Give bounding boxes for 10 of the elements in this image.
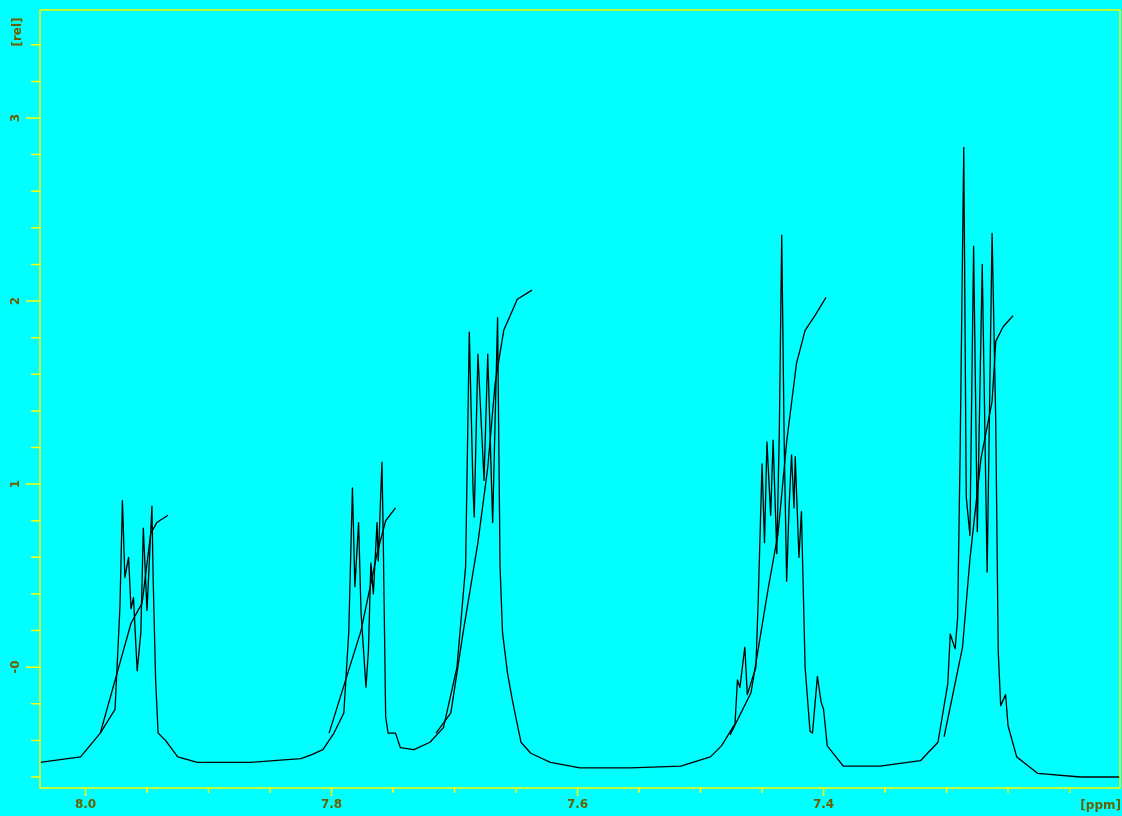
x-axis-title: [ppm]: [1080, 798, 1121, 813]
y-tick-label: -0: [8, 660, 23, 674]
x-tick-label: 7.6: [566, 797, 589, 812]
x-tick-label: 7.8: [320, 797, 343, 812]
y-tick-label: 1: [8, 479, 23, 489]
y-axis-title: [rel]: [10, 17, 25, 47]
y-tick-label: 3: [8, 113, 23, 123]
x-tick-label: 8.0: [74, 797, 97, 812]
y-tick-label: 2: [8, 296, 23, 306]
x-tick-label: 7.4: [812, 797, 835, 812]
